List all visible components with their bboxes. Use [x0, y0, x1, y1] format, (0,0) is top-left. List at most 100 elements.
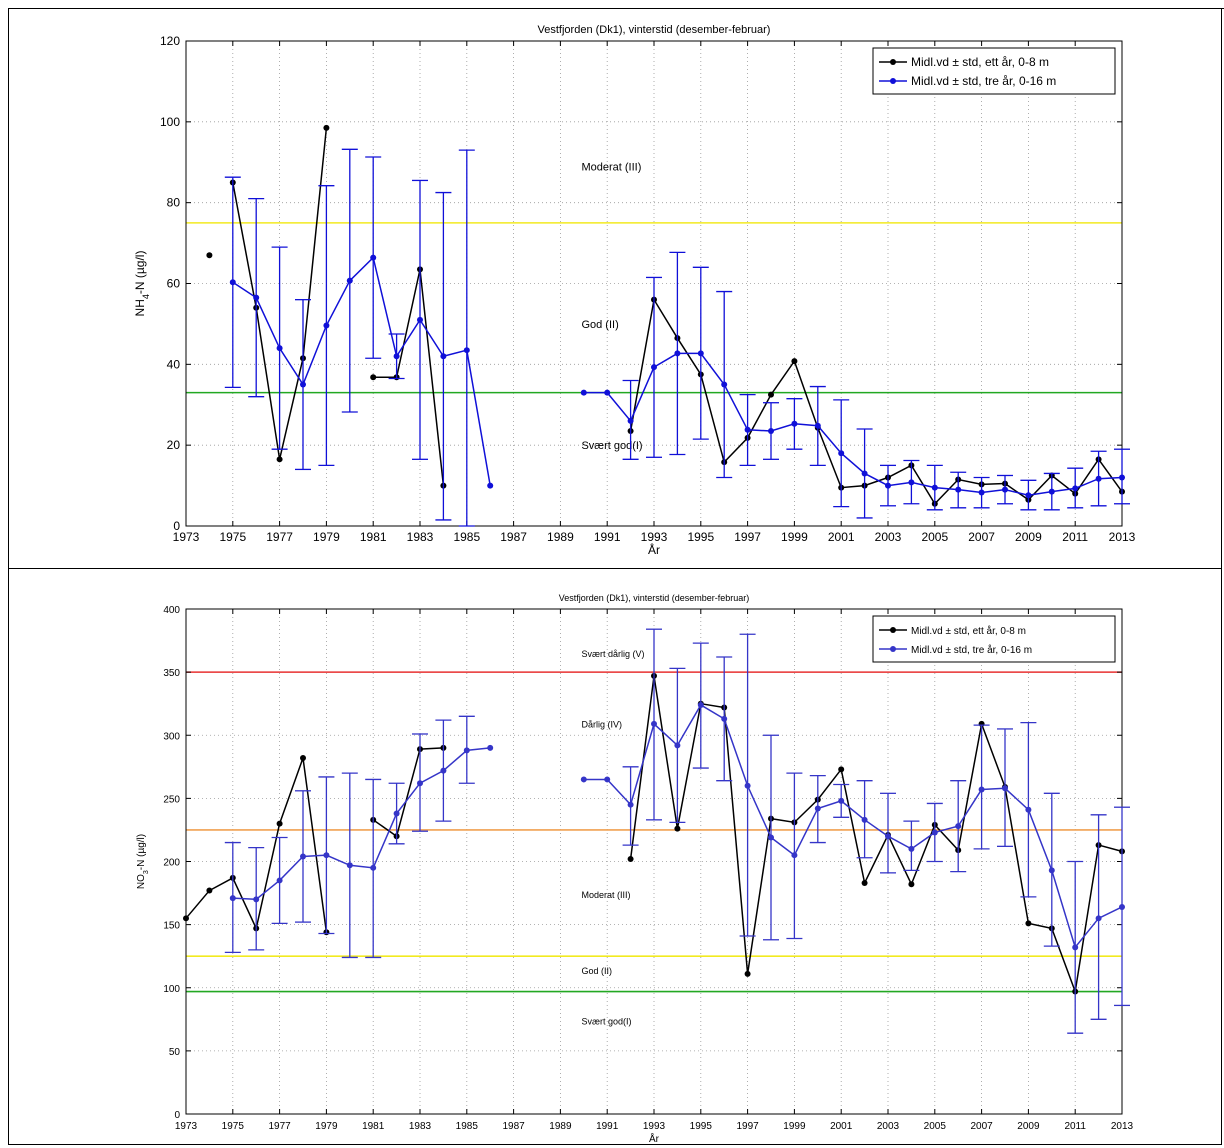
x-tick-label: 2003 — [877, 1121, 900, 1132]
data-point-three-year — [744, 426, 751, 433]
legend-label: Midl.vd ± std, ett år, 0-8 m — [911, 55, 1049, 69]
legend-marker — [890, 78, 896, 84]
y-tick-label: 350 — [163, 668, 180, 679]
data-point-three-year — [791, 420, 798, 427]
data-point-one-year — [908, 881, 915, 888]
series-line-one-year — [629, 297, 1123, 505]
data-point-three-year — [370, 864, 377, 871]
table-cell-nh4: Vestfjorden (Dk1), vinterstid (desember-… — [9, 8, 1221, 569]
class-label: Svært dårlig (V) — [581, 649, 644, 659]
legend-marker — [890, 59, 896, 65]
x-tick-label: 2001 — [828, 530, 855, 544]
y-tick-label: 400 — [163, 605, 180, 616]
series-line-one-year — [372, 747, 444, 838]
x-tick-label: 2001 — [830, 1121, 853, 1132]
data-point-three-year — [978, 489, 985, 496]
data-point-one-year — [627, 855, 634, 862]
data-point-one-year — [744, 970, 751, 977]
data-point-three-year — [955, 486, 962, 493]
data-point-three-year — [440, 353, 447, 360]
data-point-three-year — [838, 797, 845, 804]
data-point-three-year — [487, 744, 494, 751]
x-tick-label: 1985 — [453, 530, 480, 544]
y-tick-label: 150 — [163, 921, 180, 932]
x-tick-label: 1983 — [407, 530, 434, 544]
data-point-three-year — [1095, 915, 1102, 922]
class-label: Dårlig (IV) — [581, 720, 622, 730]
data-point-three-year — [697, 701, 704, 708]
data-point-three-year — [768, 428, 774, 435]
data-point-three-year — [463, 747, 470, 754]
data-point-three-year — [814, 805, 821, 812]
y-tick-label: 250 — [163, 794, 180, 805]
data-point-one-year — [838, 766, 845, 773]
data-point-three-year — [463, 347, 470, 354]
x-tick-label: 1997 — [736, 1121, 759, 1132]
data-point-three-year — [393, 810, 400, 817]
legend-marker — [890, 646, 896, 652]
x-tick-label: 1989 — [547, 530, 574, 544]
data-point-three-year — [721, 381, 728, 388]
x-tick-label: 1977 — [268, 1121, 291, 1132]
data-point-three-year — [604, 776, 611, 783]
data-point-three-year — [1095, 475, 1102, 482]
data-point-three-year — [721, 715, 728, 722]
table-top-border — [8, 8, 1224, 9]
x-tick-label: 1991 — [596, 1121, 619, 1132]
series-line-three-year — [583, 703, 1123, 949]
data-point-three-year — [931, 484, 938, 491]
data-point-one-year — [206, 252, 213, 259]
y-tick-label: 300 — [163, 731, 180, 742]
nh4-chart: Vestfjorden (Dk1), vinterstid (desember-… — [133, 24, 1136, 557]
y-tick-label: 200 — [163, 858, 180, 869]
data-point-three-year — [838, 450, 845, 457]
data-point-three-year — [861, 470, 868, 477]
data-point-three-year — [768, 834, 774, 841]
data-point-three-year — [253, 294, 260, 301]
y-tick-label: 120 — [160, 34, 180, 48]
data-point-three-year — [955, 823, 962, 830]
legend-label: Midl.vd ± std, ett år, 0-8 m — [911, 625, 1026, 637]
data-point-three-year — [908, 845, 915, 852]
x-axis-label: År — [649, 1132, 660, 1145]
data-point-three-year — [651, 720, 657, 727]
data-point-three-year — [674, 742, 681, 749]
data-point-three-year — [627, 417, 634, 424]
class-label: God (II) — [581, 966, 612, 976]
x-tick-label: 1993 — [641, 530, 668, 544]
data-point-three-year — [580, 776, 587, 783]
data-point-three-year — [651, 364, 657, 371]
x-tick-label: 2005 — [921, 530, 948, 544]
legend-label: Midl.vd ± std, tre år, 0-16 m — [911, 74, 1056, 88]
data-point-three-year — [861, 816, 868, 823]
data-point-one-year — [768, 391, 774, 398]
data-point-three-year — [253, 896, 260, 903]
y-tick-label: 20 — [167, 438, 181, 452]
data-point-three-year — [229, 279, 236, 286]
y-axis-label: NH4-N (µg/l) — [133, 251, 151, 317]
data-point-three-year — [791, 852, 798, 859]
x-tick-label: 1987 — [500, 530, 527, 544]
x-tick-label: 1979 — [315, 1121, 338, 1132]
class-label: God (II) — [581, 319, 618, 331]
data-point-three-year — [931, 829, 938, 836]
x-tick-label: 2011 — [1062, 530, 1088, 544]
data-point-three-year — [604, 389, 611, 396]
no3-chart: Vestfjorden (Dk1), vinterstid (desember-… — [136, 593, 1134, 1145]
x-tick-label: 1973 — [175, 1121, 198, 1132]
y-tick-label: 60 — [167, 277, 181, 291]
x-axis-label: År — [648, 542, 660, 557]
legend-label: Midl.vd ± std, tre år, 0-16 m — [911, 644, 1032, 656]
data-point-three-year — [323, 322, 330, 329]
x-tick-label: 1977 — [266, 530, 293, 544]
data-point-three-year — [1002, 486, 1008, 493]
x-tick-label: 1979 — [313, 530, 340, 544]
series-line-one-year — [629, 675, 1123, 995]
data-point-three-year — [276, 345, 283, 352]
series-line-three-year — [232, 256, 491, 486]
data-point-three-year — [1002, 785, 1008, 792]
x-tick-label: 1991 — [594, 530, 621, 544]
data-point-three-year — [1119, 474, 1125, 481]
x-tick-label: 1985 — [456, 1121, 479, 1132]
data-point-one-year — [206, 887, 213, 894]
